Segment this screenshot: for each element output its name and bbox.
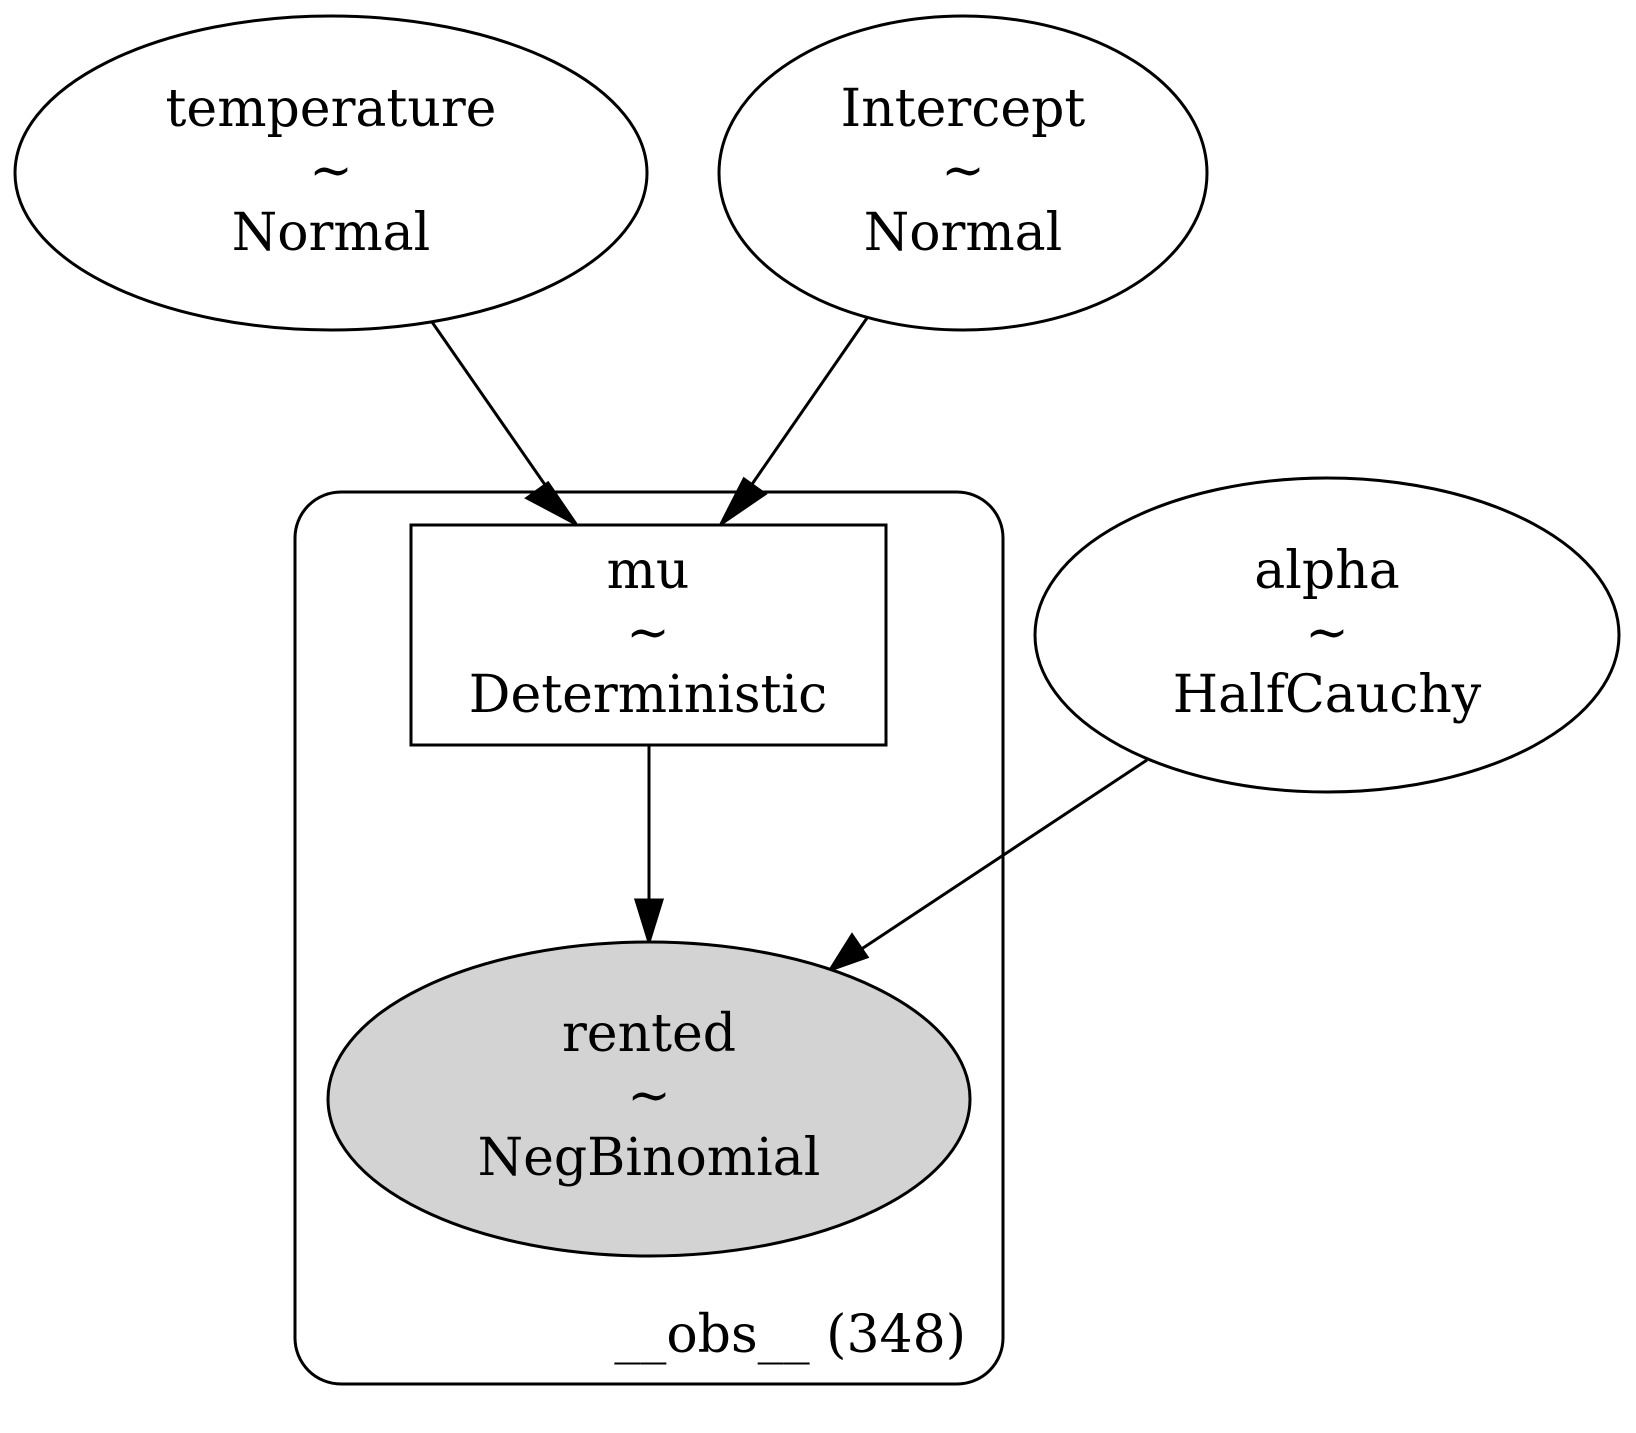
edge-mu-rented bbox=[633, 746, 665, 948]
node-shape bbox=[717, 14, 1209, 332]
node-name: rented bbox=[562, 1004, 736, 1064]
node-temperature[interactable]: temperature ~ Normal bbox=[13, 14, 649, 332]
edge-line bbox=[859, 758, 1148, 952]
node-name: alpha bbox=[1254, 541, 1399, 601]
plate-border bbox=[293, 490, 1005, 1386]
plate-obs: __obs__ (348) bbox=[293, 490, 1005, 1386]
edge-alpha-rented bbox=[826, 758, 1148, 973]
edge-line bbox=[430, 321, 552, 493]
tilde: ~ bbox=[1305, 603, 1349, 663]
node-distribution: HalfCauchy bbox=[1173, 665, 1482, 725]
node-shape bbox=[1033, 476, 1621, 794]
node-shape bbox=[13, 14, 649, 332]
arrowhead bbox=[633, 898, 665, 948]
node-distribution: Deterministic bbox=[469, 665, 827, 725]
node-mu[interactable]: mu ~ Deterministic bbox=[409, 523, 888, 747]
node-distribution: Normal bbox=[864, 203, 1063, 263]
edge-temperature-mu bbox=[430, 321, 578, 526]
node-shape bbox=[409, 523, 888, 747]
edge-line bbox=[746, 317, 869, 491]
tilde: ~ bbox=[941, 141, 985, 201]
node-name: mu bbox=[607, 541, 690, 601]
tilde: ~ bbox=[627, 1066, 671, 1126]
node-distribution: NegBinomial bbox=[478, 1128, 821, 1188]
tilde: ~ bbox=[309, 141, 353, 201]
plate-label: __obs__ (348) bbox=[614, 1305, 966, 1365]
arrowhead bbox=[719, 476, 768, 526]
edge-intercept-mu bbox=[719, 317, 869, 526]
tilde: ~ bbox=[626, 603, 670, 663]
arrowhead bbox=[826, 932, 870, 973]
node-distribution: Normal bbox=[232, 203, 431, 263]
node-shape bbox=[326, 940, 972, 1258]
node-name: Intercept bbox=[841, 79, 1086, 139]
node-rented[interactable]: rented ~ NegBinomial bbox=[326, 940, 972, 1258]
arrowhead bbox=[524, 480, 578, 526]
node-intercept[interactable]: Intercept ~ Normal bbox=[717, 14, 1209, 332]
node-name: temperature bbox=[166, 79, 497, 139]
node-alpha[interactable]: alpha ~ HalfCauchy bbox=[1033, 476, 1621, 794]
